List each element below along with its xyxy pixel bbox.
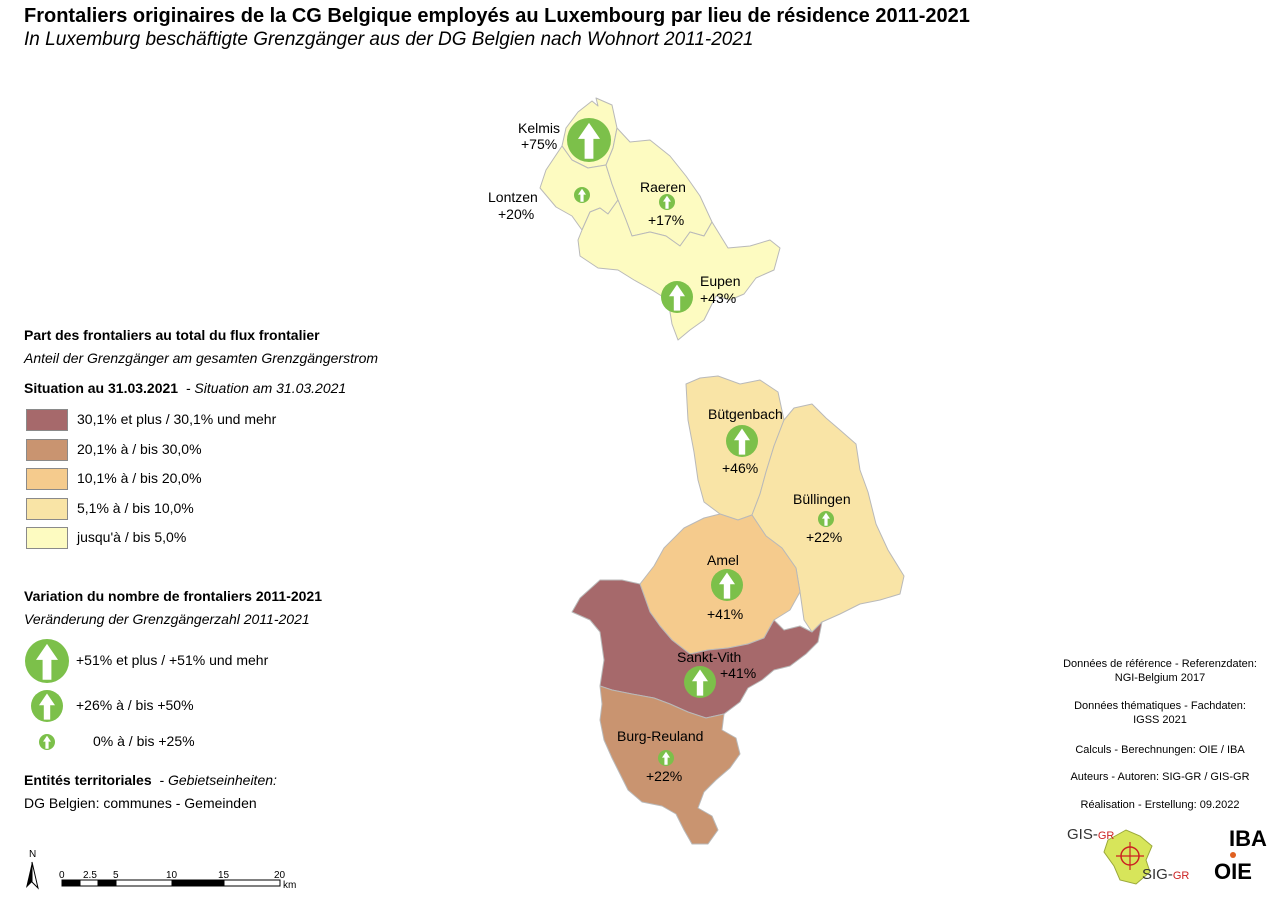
credit-entry: Données de référence - Referenzdaten: NGI… (1040, 657, 1280, 685)
map-title: Frontaliers originaires de la CG Belgiqu… (24, 5, 970, 27)
legend-arrow-label: +26% à / bis +50% (76, 697, 194, 713)
credit-line: Réalisation - Erstellung: 09.2022 (1080, 799, 1240, 811)
sig-logo-text: SIG- (1142, 866, 1173, 883)
sig-logo-suffix: GR (1172, 870, 1190, 882)
legend-swatch (26, 497, 68, 520)
legend-variation-heading: Variation du nombre de frontaliers 2011-… (24, 588, 322, 604)
legend-swatch (26, 468, 68, 490)
oie-logo: OIE (1214, 859, 1252, 884)
commune-change: +20% (498, 206, 535, 222)
credit-line: Données thématiques - Fachdaten: (1074, 700, 1246, 712)
region-eupen[interactable] (577, 199, 781, 341)
scale-tick-label: 0 (59, 870, 65, 881)
gis-gr-logo-icon (1103, 829, 1236, 885)
credit-entry: Données thématiques - Fachdaten: IGSS 202… (1040, 699, 1280, 727)
legend-entities-fr: Entités territoriales (24, 772, 152, 788)
legend-class-label: 20,1% à / bis 30,0% (77, 440, 202, 457)
arrow-small-icon (659, 194, 675, 210)
region-burg-reuland[interactable] (599, 685, 741, 845)
commune-name: Eupen (700, 273, 741, 289)
legend-class-label: 10,1% à / bis 20,0% (77, 470, 202, 486)
arrow-medium-icon (726, 425, 758, 457)
map-subtitle: In Luxemburg beschäftigte Grenzgänger au… (24, 29, 754, 50)
commune-change: +22% (646, 768, 683, 784)
legend-class-label: 30,1% et plus / 30,1% und mehr (77, 411, 277, 427)
legend-entities-desc: DG Belgien: communes - Gemeinden (24, 795, 257, 811)
legend-arrow-small-icon (39, 734, 55, 750)
commune-name: Lontzen (488, 189, 538, 205)
credit-entry: Réalisation - Erstellung: 09.2022 (1040, 798, 1280, 812)
commune-change: +41% (707, 606, 744, 622)
north-label: N (29, 849, 37, 860)
legend-entities-de: - Gebietseinheiten: (159, 772, 277, 788)
arrow-medium-icon (684, 666, 716, 698)
commune-change: +75% (521, 136, 558, 152)
scale-unit: km (283, 880, 297, 891)
commune-name: Raeren (640, 179, 686, 195)
scale-bar (61, 879, 281, 887)
legend-arrow-medium-icon (31, 690, 63, 722)
commune-name: Amel (707, 552, 739, 568)
credit-line: IGSS 2021 (1133, 714, 1187, 726)
gis-logo-text: GIS- (1067, 826, 1098, 843)
commune-name: Kelmis (518, 120, 561, 136)
commune-change: +43% (700, 290, 737, 306)
commune-change: +41% (720, 665, 757, 681)
legend-variation-subheading: Veränderung der Grenzgängerzahl 2011-202… (24, 611, 310, 627)
commune-name: Burg-Reuland (617, 728, 704, 744)
credit-entry: Auteurs - Autoren: SIG-GR / GIS-GR (1040, 770, 1280, 784)
legend-class-label: 5,1% à / bis 10,0% (77, 499, 194, 516)
legend-entities: Entités territoriales - Gebietseinheiten… (24, 772, 277, 788)
arrow-small-icon (658, 750, 674, 766)
scale-tick-label: 10 (166, 870, 178, 881)
arrow-large-icon (567, 118, 611, 162)
legend-situation: Situation au 31.03.2021 - Situation am 3… (24, 380, 346, 396)
commune-name: Sankt-Vith (677, 649, 742, 665)
credit-entry: Calculs - Berechnungen: OIE / IBA (1040, 743, 1280, 757)
credit-line: Calculs - Berechnungen: OIE / IBA (1075, 744, 1245, 756)
scale-tick-label: 15 (218, 870, 230, 881)
scale-tick-label: 20 (274, 870, 286, 881)
sig-gr-logo: SIG-GR (1142, 866, 1189, 883)
credit-line: Auteurs - Autoren: SIG-GR / GIS-GR (1070, 771, 1250, 783)
legend-swatch (26, 527, 68, 549)
credit-line: NGI-Belgium 2017 (1114, 672, 1206, 684)
legend-share-heading: Part des frontaliers au total du flux fr… (24, 327, 320, 343)
credit-line: Données de référence - Referenzdaten: (1063, 658, 1257, 670)
legend-arrow-label: +51% et plus / +51% und mehr (76, 652, 269, 668)
legend-situation-fr: Situation au 31.03.2021 (24, 380, 179, 396)
legend-situation-de: - Situation am 31.03.2021 (185, 380, 347, 396)
north-arrow-icon (26, 861, 39, 890)
iba-logo: IBA (1229, 826, 1267, 851)
scale-tick-label: 2.5 (83, 870, 97, 881)
arrow-small-icon (818, 511, 834, 527)
commune-change: +46% (722, 460, 759, 476)
commune-change: +17% (648, 212, 685, 228)
arrow-medium-icon (661, 281, 693, 313)
commune-change: +22% (806, 529, 843, 545)
legend-arrow-large-icon (25, 639, 69, 683)
arrow-medium-icon (711, 569, 743, 601)
commune-name: Büllingen (793, 491, 851, 507)
gis-logo-suffix: GR (1097, 830, 1115, 842)
legend-class-label: jusqu'à / bis 5,0% (77, 529, 187, 545)
legend-swatch (26, 438, 68, 461)
legend-swatch (26, 409, 68, 431)
scale-tick-label: 5 (113, 870, 119, 881)
arrow-small-icon (574, 187, 590, 203)
gis-gr-logo: GIS-GR (1067, 826, 1114, 843)
commune-name: Bütgenbach (708, 406, 783, 422)
legend-share-subheading: Anteil der Grenzgänger am gesamten Grenz… (24, 350, 379, 366)
legend-arrow-label: 0% à / bis +25% (93, 733, 195, 749)
